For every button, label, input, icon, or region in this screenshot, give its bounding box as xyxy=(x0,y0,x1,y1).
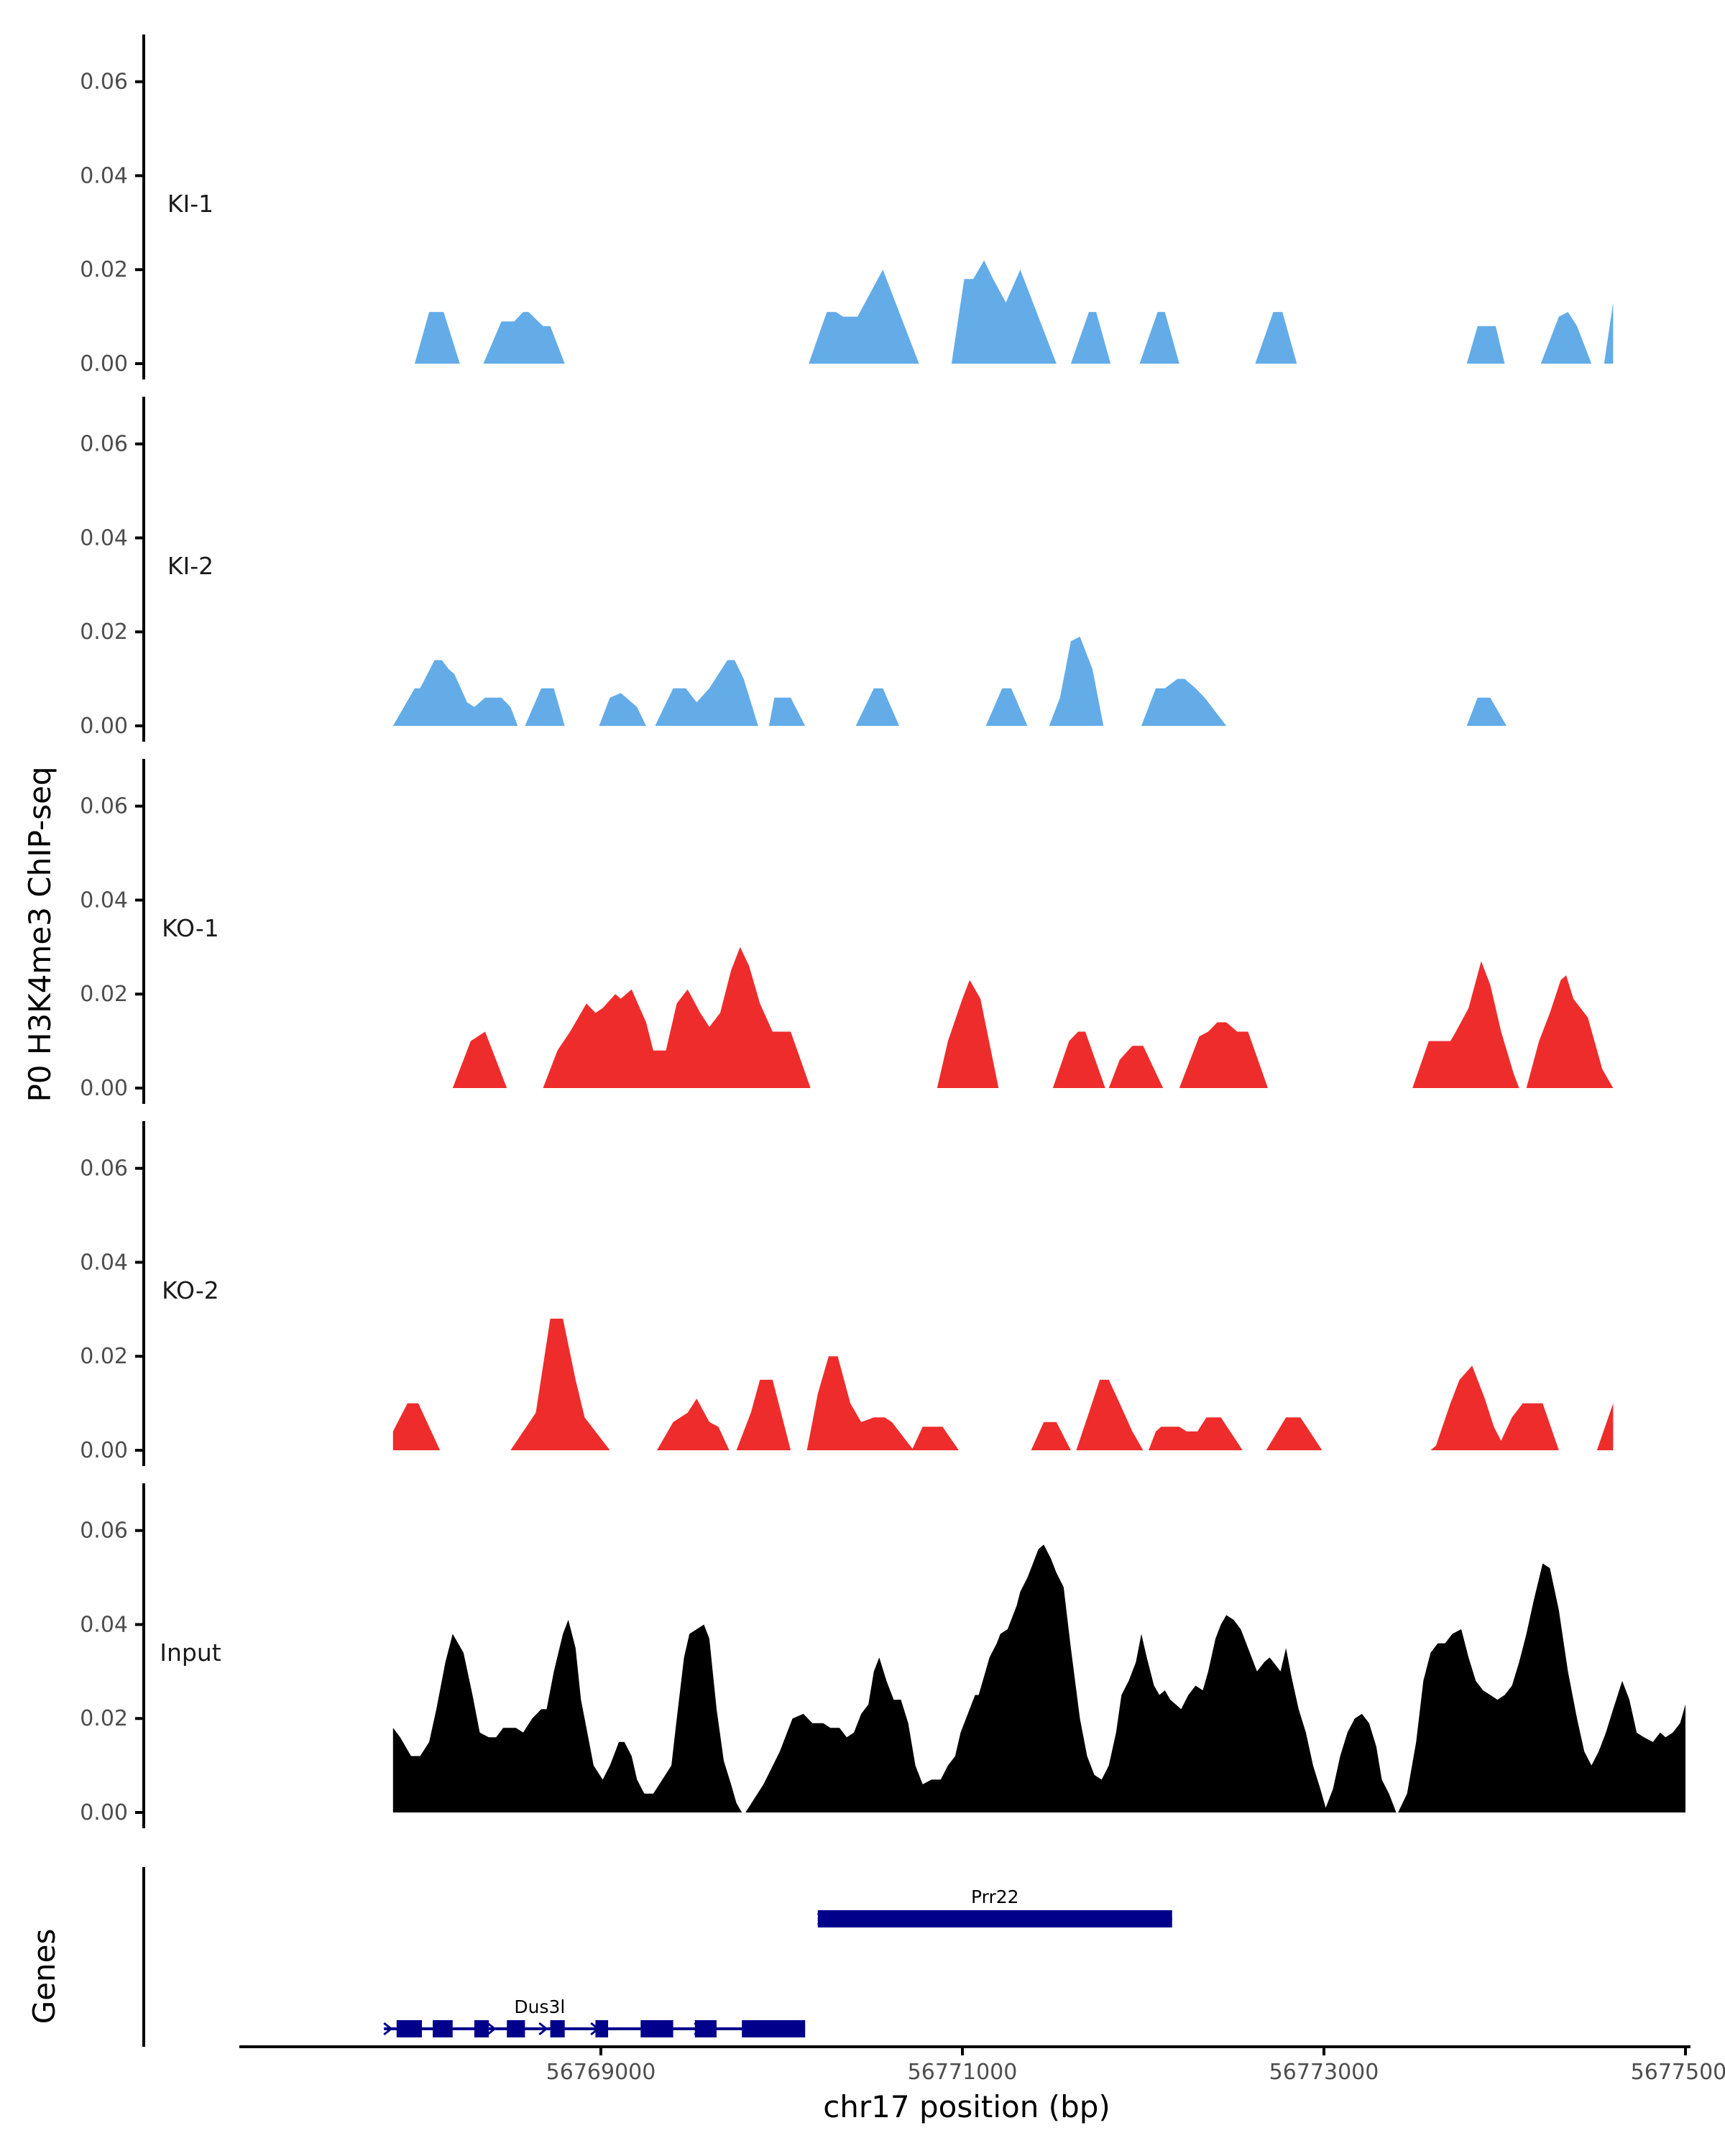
strand-arrow xyxy=(1024,1912,1034,1926)
x-tick-label: 56769000 xyxy=(546,2060,656,2085)
gene-name-label: Dus3l xyxy=(514,1996,565,2017)
strand-arrow xyxy=(383,2022,393,2036)
track-panel-ko-2: 0.00 0.02 0.04 0.06 KO-2 xyxy=(80,1121,1614,1466)
strand-arrow xyxy=(816,1912,827,1926)
strand-arrow xyxy=(435,2022,445,2036)
track-label: KO-2 xyxy=(162,1276,219,1304)
track-panel-ki-2: 0.00 0.02 0.04 0.06 KI-2 xyxy=(80,397,1506,742)
gene-dus3l: Dus3l xyxy=(383,1996,806,2037)
track-label: KI-2 xyxy=(167,552,213,580)
y-tick-label: 0.06 xyxy=(80,1156,128,1181)
gene-exon xyxy=(396,2020,423,2037)
y-tick-label: 0.00 xyxy=(80,1800,128,1825)
strand-arrow xyxy=(642,2022,652,2036)
x-tick-label: 56773000 xyxy=(1269,2060,1379,2085)
y-tick-label: 0.02 xyxy=(80,982,128,1007)
gene-name-label: Prr22 xyxy=(971,1886,1019,1907)
strand-arrow xyxy=(590,2022,600,2036)
gene-exon xyxy=(595,2020,609,2037)
y-tick-label: 0.02 xyxy=(80,1344,128,1369)
y-tick-label: 0.02 xyxy=(80,1706,128,1731)
gene-exon xyxy=(474,2020,489,2037)
y-tick-label: 0.04 xyxy=(80,888,128,913)
strand-arrow xyxy=(920,1912,931,1926)
strand-arrow xyxy=(487,2022,497,2036)
y-tick-label: 0.06 xyxy=(80,794,128,819)
y-tick-label: 0.06 xyxy=(80,70,128,95)
signal-area-ko-2 xyxy=(392,1318,1614,1450)
track-panel-ko-1: 0.00 0.02 0.04 0.06 KO-1 xyxy=(80,759,1614,1104)
y-tick-label: 0.04 xyxy=(80,1612,128,1637)
y-tick-label: 0.04 xyxy=(80,525,128,550)
track-panel-ki-1: 0.00 0.02 0.04 0.06 KI-1 xyxy=(80,34,1614,379)
y-axis-title: P0 H3K4me3 ChIP-seq xyxy=(22,766,58,1102)
strand-arrow xyxy=(745,2022,755,2036)
gene-exon xyxy=(550,2020,565,2037)
track-label: KO-1 xyxy=(162,914,219,942)
genes-axis-title: Genes xyxy=(27,1929,62,2024)
gene-exon xyxy=(640,2020,673,2037)
x-tick-label: 56771000 xyxy=(908,2060,1018,2085)
gene-exon xyxy=(507,2020,525,2037)
y-tick-label: 0.00 xyxy=(80,351,128,377)
strand-arrow xyxy=(694,2022,704,2036)
strand-arrow xyxy=(1127,1912,1138,1926)
signal-area-input xyxy=(392,1544,1685,1812)
gene-exon xyxy=(694,2020,717,2037)
strand-arrow xyxy=(972,1912,983,1926)
y-tick-label: 0.04 xyxy=(80,1250,128,1275)
y-tick-label: 0.06 xyxy=(80,432,128,457)
strand-arrow xyxy=(868,1912,879,1926)
y-tick-label: 0.06 xyxy=(80,1519,128,1544)
strand-arrow xyxy=(1075,1912,1086,1926)
track-label: KI-1 xyxy=(167,190,213,218)
y-tick-label: 0.00 xyxy=(80,1076,128,1101)
signal-area-ki-1 xyxy=(415,260,1614,364)
y-tick-label: 0.00 xyxy=(80,714,128,739)
y-tick-label: 0.00 xyxy=(80,1438,128,1463)
genes-panel: Prr22 Dus3l xyxy=(142,1867,1172,2047)
track-label: Input xyxy=(160,1639,221,1667)
signal-area-ki-2 xyxy=(392,636,1506,726)
y-tick-label: 0.04 xyxy=(80,163,128,188)
x-axis-title: chr17 position (bp) xyxy=(823,2089,1110,2124)
track-panel-input: 0.00 0.02 0.04 0.06 Input xyxy=(80,1483,1685,1828)
y-tick-label: 0.02 xyxy=(80,619,128,645)
gene-exon xyxy=(742,2020,806,2037)
strand-arrow xyxy=(538,2022,548,2036)
gene-prr22: Prr22 xyxy=(816,1886,1172,1927)
y-tick-label: 0.02 xyxy=(80,257,128,282)
gene-exon xyxy=(817,1910,1172,1927)
x-axis: 56769000 56771000 56773000 56775000 xyxy=(239,2045,1725,2085)
x-tick-label: 56775000 xyxy=(1631,2060,1725,2085)
signal-area-ko-1 xyxy=(452,946,1614,1088)
tracks-group: 0.00 0.02 0.04 0.06 KI-1 0.00 0.02 0.04 0.06 KI-2… xyxy=(80,34,1685,1828)
